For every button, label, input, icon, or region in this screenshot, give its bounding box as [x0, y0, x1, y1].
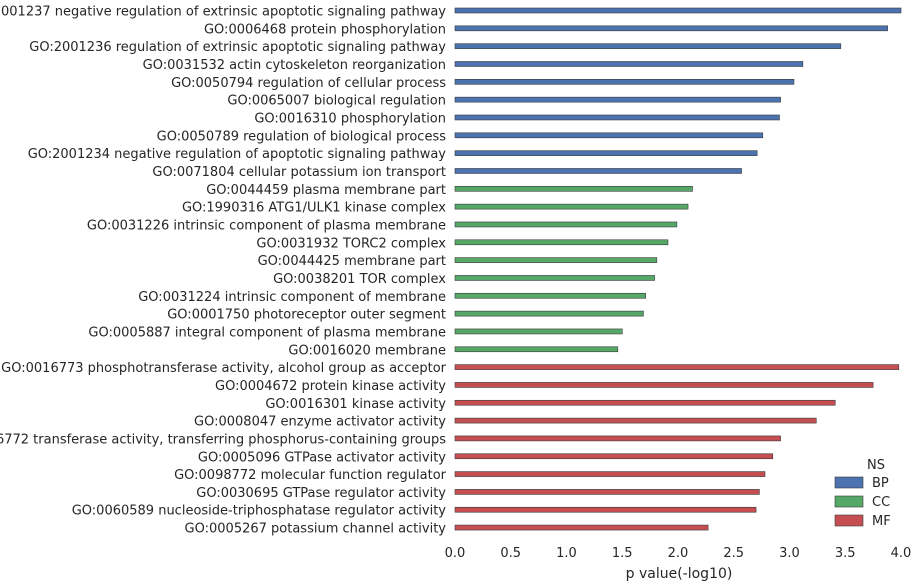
x-tick-label: 0.0	[445, 546, 466, 561]
x-tick-labels-group: 0.0 0.5 1.0 1.5 2.0 2.5 3.0 3.5 4.0	[445, 546, 912, 561]
bar-mf	[454, 364, 900, 370]
bar-cc	[454, 186, 693, 192]
category-label: GO:0008047 enzyme activator activity	[194, 415, 446, 430]
legend-swatch-bp	[834, 476, 864, 489]
bar-cc	[454, 310, 644, 317]
bar-mf	[454, 435, 781, 442]
category-label: GO:0060589 nucleoside-triphosphatase reg…	[72, 504, 447, 519]
legend-swatch-mf	[834, 514, 864, 527]
category-label: GO:0016773 phosphotransferase activity, …	[1, 361, 446, 376]
bar-bp	[454, 61, 804, 67]
category-label: GO:0016020 membrane	[288, 343, 446, 358]
bar-bp	[454, 43, 842, 49]
category-label: GO:0006468 protein phosphorylation	[204, 22, 446, 37]
legend-swatch-cc	[834, 495, 864, 508]
x-tick-label: 1.0	[556, 546, 577, 561]
bars-group	[454, 7, 902, 531]
bar-cc	[454, 239, 669, 246]
bar-bp	[454, 132, 764, 139]
category-label: GO:1990316 ATG1/ULK1 kinase complex	[182, 201, 446, 216]
bar-mf	[454, 399, 836, 406]
category-label: GO:0031932 TORC2 complex	[256, 236, 446, 251]
bar-cc	[454, 346, 619, 353]
bar-mf	[454, 471, 766, 477]
category-label: GO:0031226 intrinsic component of plasma…	[87, 218, 446, 233]
x-tick-label: 0.5	[500, 546, 521, 561]
x-axis-label: p value(-log10)	[626, 566, 733, 582]
bar-cc	[454, 328, 623, 335]
bar-mf	[454, 506, 757, 513]
legend-label-bp: BP	[872, 476, 889, 491]
bar-bp	[454, 168, 742, 174]
bar-bp	[454, 79, 795, 85]
bar-bp	[454, 150, 758, 156]
category-label: GO:0016301 kinase activity	[265, 397, 446, 412]
category-label: GO:0038201 TOR complex	[273, 272, 446, 287]
bar-mf	[454, 417, 817, 424]
category-label: GO:0016310 phosphorylation	[254, 111, 446, 126]
bar-cc	[454, 203, 689, 210]
bar-bp	[454, 25, 888, 32]
bar-mf	[454, 524, 709, 531]
x-tick-label: 1.5	[612, 546, 633, 561]
bar-cc	[454, 292, 646, 299]
category-label: GO:0001750 photoreceptor outer segment	[167, 308, 446, 323]
category-label: GO:0004672 protein kinase activity	[215, 379, 446, 394]
bar-bp	[454, 114, 780, 121]
bar-mf	[454, 382, 874, 388]
category-label: GO:0050789 regulation of biological proc…	[157, 129, 447, 144]
category-label: GO:0050794 regulation of cellular proces…	[171, 76, 446, 91]
bar-mf	[454, 489, 760, 495]
category-label: GO:0071804 cellular potassium ion transp…	[152, 165, 446, 180]
bar-bp	[454, 7, 902, 14]
category-label: GO:0005887 integral component of plasma …	[88, 325, 446, 340]
category-label: GO:2001237 negative regulation of extrin…	[0, 5, 446, 20]
category-label: GO:0044459 plasma membrane part	[206, 183, 446, 198]
bar-cc	[454, 275, 655, 281]
legend-label-mf: MF	[872, 514, 891, 529]
category-label: GO:0031224 intrinsic component of membra…	[138, 290, 446, 305]
x-tick-label: 2.5	[723, 546, 744, 561]
category-label: GO:0065007 biological regulation	[227, 94, 446, 109]
category-label: GO:0016772 transferase activity, transfe…	[0, 432, 446, 447]
bar-cc	[454, 221, 678, 228]
bar-mf	[454, 453, 774, 460]
legend-label-cc: CC	[872, 495, 890, 510]
category-labels-group: GO:2001237 negative regulation of extrin…	[0, 5, 447, 537]
category-label: GO:0098772 molecular function regulator	[174, 468, 447, 483]
x-tick-label: 3.5	[835, 546, 856, 561]
bar-cc	[454, 257, 658, 263]
category-label: GO:0030695 GTPase regulator activity	[196, 486, 446, 501]
category-label: GO:2001234 negative regulation of apopto…	[28, 147, 447, 162]
x-tick-label: 2.0	[668, 546, 689, 561]
x-tick-label: 3.0	[779, 546, 800, 561]
category-label: GO:0005267 potassium channel activity	[185, 522, 447, 537]
category-label: GO:0031532 actin cytoskeleton reorganiza…	[143, 58, 446, 73]
category-label: GO:0005096 GTPase activator activity	[198, 450, 446, 465]
category-label: GO:0044425 membrane part	[258, 254, 446, 269]
legend-title: NS	[867, 458, 885, 473]
bar-bp	[454, 96, 781, 103]
x-tick-label: 4.0	[891, 546, 912, 561]
legend: NS BP CC MF	[834, 458, 891, 529]
legend-entries: BP CC MF	[834, 476, 891, 529]
category-label: GO:2001236 regulation of extrinsic apopt…	[29, 40, 446, 55]
